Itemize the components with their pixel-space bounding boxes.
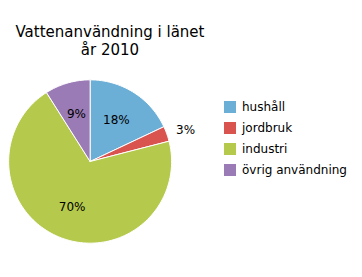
svg-text:3%: 3% (176, 123, 195, 137)
html-text:jordbruk: jordbruk (242, 121, 293, 135)
html-text:övrig användning: övrig användning (242, 163, 347, 177)
svg-text:18%: 18% (103, 112, 130, 126)
html-text:Vattenanvändning i länet år 20: Vattenanvändning i länet år 2010 (15, 22, 205, 59)
html-text:hushåll: hushåll (242, 100, 286, 114)
svg-text:9%: 9% (67, 107, 86, 121)
svg-text:70%: 70% (59, 199, 86, 213)
html-text:industri: industri (242, 142, 288, 156)
